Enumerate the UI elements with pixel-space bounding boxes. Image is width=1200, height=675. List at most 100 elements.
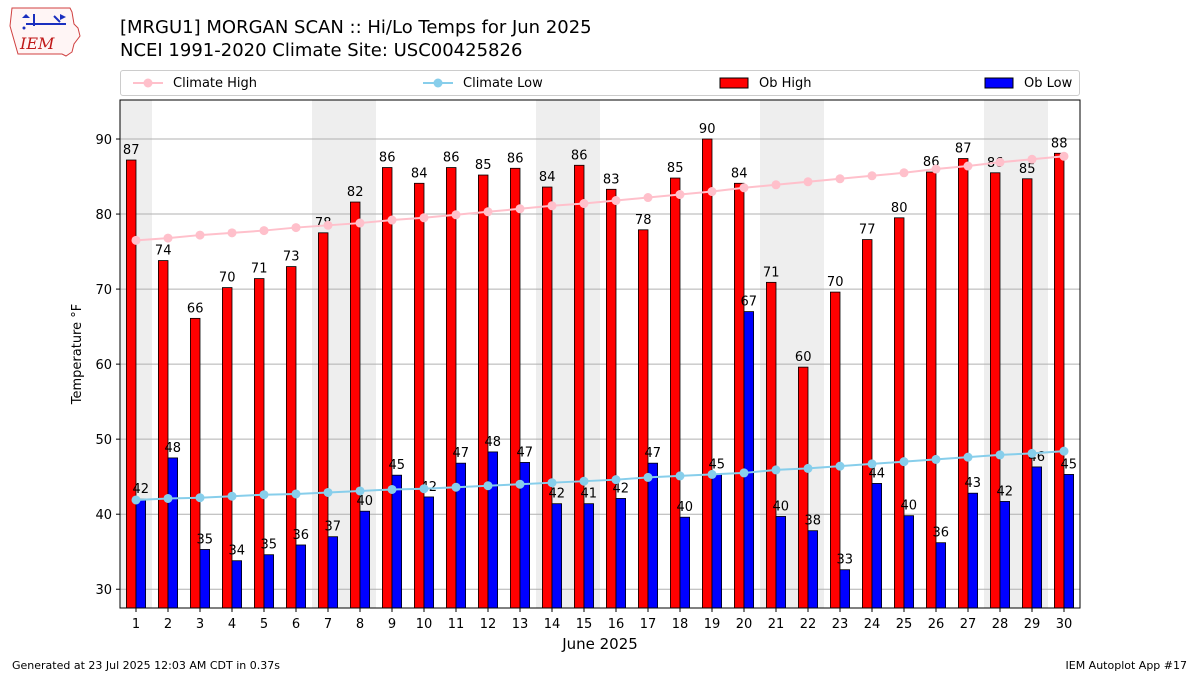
bar-ob-low [359,510,371,609]
x-tick-label: 22 [800,617,817,632]
label-ob-low: 40 [677,500,694,515]
climate-high-point [355,218,365,228]
label-ob-low: 33 [837,553,854,568]
bar-ob-high [990,172,1001,609]
bar-ob-high [221,287,233,609]
x-tick-label: 3 [196,617,204,632]
climate-high-point [547,201,557,211]
label-ob-high: 74 [155,244,172,259]
climate-low-point [547,478,557,488]
bar-ob-high [445,167,457,609]
legend-climate-low: Climate Low [423,71,543,95]
bar-ob-low [903,515,915,609]
climate-high-point [323,220,333,230]
legend-climate-high: Climate High [133,71,257,95]
bar-ob-high [1054,152,1065,609]
label-ob-high: 84 [411,166,428,181]
x-tick-label: 2 [164,617,172,632]
label-ob-high: 77 [859,223,876,238]
x-tick-label: 13 [512,617,529,632]
legend-label-ob-high: Ob High [759,75,812,91]
label-ob-high: 84 [539,170,556,185]
climate-low-point [739,468,749,478]
climate-low-point [675,471,685,481]
label-ob-low: 35 [261,538,278,553]
bar-ob-high [574,164,585,609]
app-credit: IEM Autoplot App #17 [1065,659,1188,672]
label-ob-high: 83 [603,172,620,187]
climate-high-point [739,183,749,193]
label-ob-low: 48 [485,435,502,450]
x-tick-label: 16 [608,617,625,632]
bar-ob-high [766,281,777,609]
legend-marker-ob-low [984,77,1014,89]
climate-low-point [483,481,493,491]
label-ob-low: 44 [869,466,886,481]
climate-low-point [899,457,909,467]
bar-ob-high [734,182,745,609]
bar-ob-high [862,239,873,609]
climate-high-point [707,187,717,197]
climate-high-point [579,199,589,209]
bar-ob-low [551,503,563,609]
climate-high-point [963,161,973,171]
label-ob-high: 73 [283,250,300,265]
bar-ob-high [670,177,681,609]
label-ob-low: 37 [325,520,342,535]
label-ob-low: 40 [357,494,374,509]
climate-high-point [995,157,1005,167]
label-ob-high: 71 [251,262,268,277]
x-tick-label: 19 [704,617,721,632]
climate-low-point [771,465,781,475]
bar-ob-low [839,569,851,609]
climate-high-point [643,193,653,203]
label-ob-low: 36 [293,528,310,543]
x-tick-label: 21 [768,617,785,632]
label-ob-high: 86 [443,151,460,166]
logo-text: IEM [19,34,55,53]
climate-high-point [835,174,845,184]
x-tick-label: 7 [324,617,332,632]
x-tick-label: 26 [928,617,945,632]
climate-high-point [483,207,493,217]
label-ob-high: 90 [699,122,716,137]
bar-ob-high [317,232,329,609]
label-ob-low: 47 [645,446,662,461]
label-ob-low: 41 [581,487,598,502]
climate-high-point [1059,151,1069,161]
climate-high-point [451,210,461,220]
climate-high-point [611,196,621,206]
climate-low-line [135,450,1065,501]
x-tick-label: 6 [292,617,300,632]
bar-ob-low [231,560,243,609]
label-ob-low: 45 [389,458,406,473]
label-ob-high: 71 [763,265,780,280]
iem-logo: IEM [9,7,81,57]
y-tick-label: 30 [95,583,112,598]
bar-ob-high [285,266,297,609]
climate-high-point [803,177,813,187]
label-ob-high: 70 [827,275,844,290]
bar-ob-high [126,159,137,609]
bar-ob-low [327,536,339,609]
bar-ob-high [638,229,649,609]
climate-low-point [195,493,205,503]
x-tick-label: 23 [832,617,849,632]
climate-low-point [451,482,461,492]
label-ob-low: 40 [773,499,790,514]
x-tick-label: 14 [544,617,561,632]
label-ob-high: 88 [1051,136,1068,151]
x-tick-label: 11 [448,617,465,632]
bar-ob-low [167,457,179,609]
climate-low-point [355,486,365,496]
label-ob-low: 42 [549,487,566,502]
climate-high-point [867,171,877,181]
climate-high-point [387,215,397,225]
bar-ob-low [135,498,147,609]
x-tick-label: 30 [1056,617,1073,632]
bar-ob-high [958,158,969,609]
climate-high-line [135,155,1065,242]
label-ob-high: 85 [1019,162,1036,177]
label-ob-low: 43 [965,476,982,491]
